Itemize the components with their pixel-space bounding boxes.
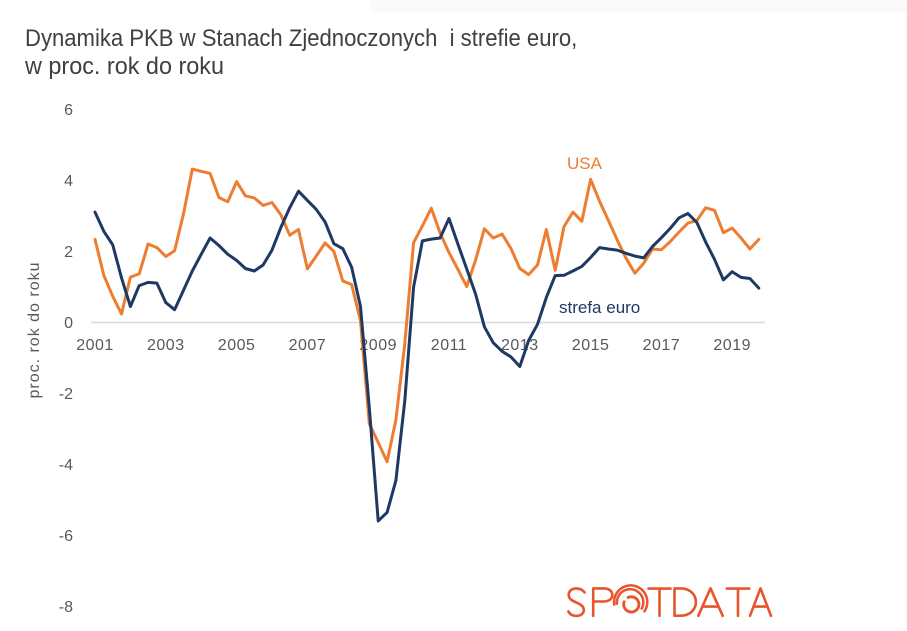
- svg-text:2001: 2001: [76, 337, 114, 354]
- svg-text:0: 0: [64, 315, 73, 332]
- svg-text:2: 2: [64, 244, 73, 261]
- svg-text:-6: -6: [59, 528, 73, 545]
- svg-text:-4: -4: [59, 457, 73, 474]
- svg-text:2011: 2011: [431, 337, 467, 354]
- svg-text:2005: 2005: [218, 337, 256, 354]
- svg-text:2015: 2015: [572, 337, 610, 354]
- svg-text:2003: 2003: [147, 337, 185, 354]
- svg-text:6: 6: [64, 102, 73, 119]
- svg-text:-8: -8: [59, 599, 73, 616]
- svg-text:proc. rok do roku: proc. rok do roku: [26, 261, 43, 398]
- svg-text:2013: 2013: [501, 337, 539, 354]
- svg-text:USA: USA: [567, 154, 603, 173]
- svg-text:strefa euro: strefa euro: [559, 298, 640, 317]
- svg-text:4: 4: [64, 173, 73, 190]
- svg-text:2009: 2009: [359, 337, 397, 354]
- svg-text:-2: -2: [59, 386, 73, 403]
- svg-text:2017: 2017: [643, 337, 681, 354]
- svg-text:2007: 2007: [289, 337, 327, 354]
- svg-text:2019: 2019: [713, 337, 751, 354]
